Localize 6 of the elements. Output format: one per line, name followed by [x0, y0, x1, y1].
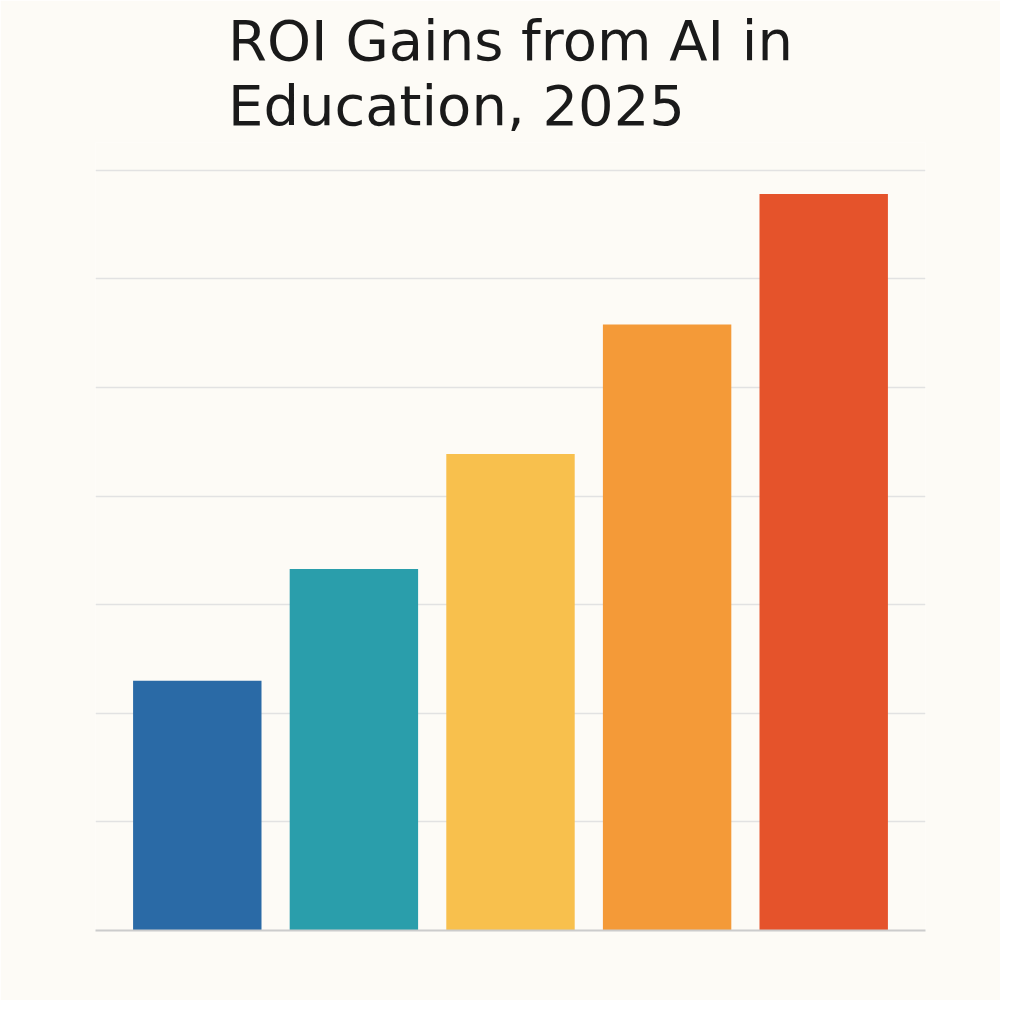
bar: [446, 454, 575, 931]
bar: [602, 324, 732, 931]
bar: [133, 680, 262, 931]
bar: [759, 194, 888, 931]
bar: [289, 568, 419, 931]
chart-title: ROI Gains from AI in Education, 2025: [228, 7, 793, 138]
